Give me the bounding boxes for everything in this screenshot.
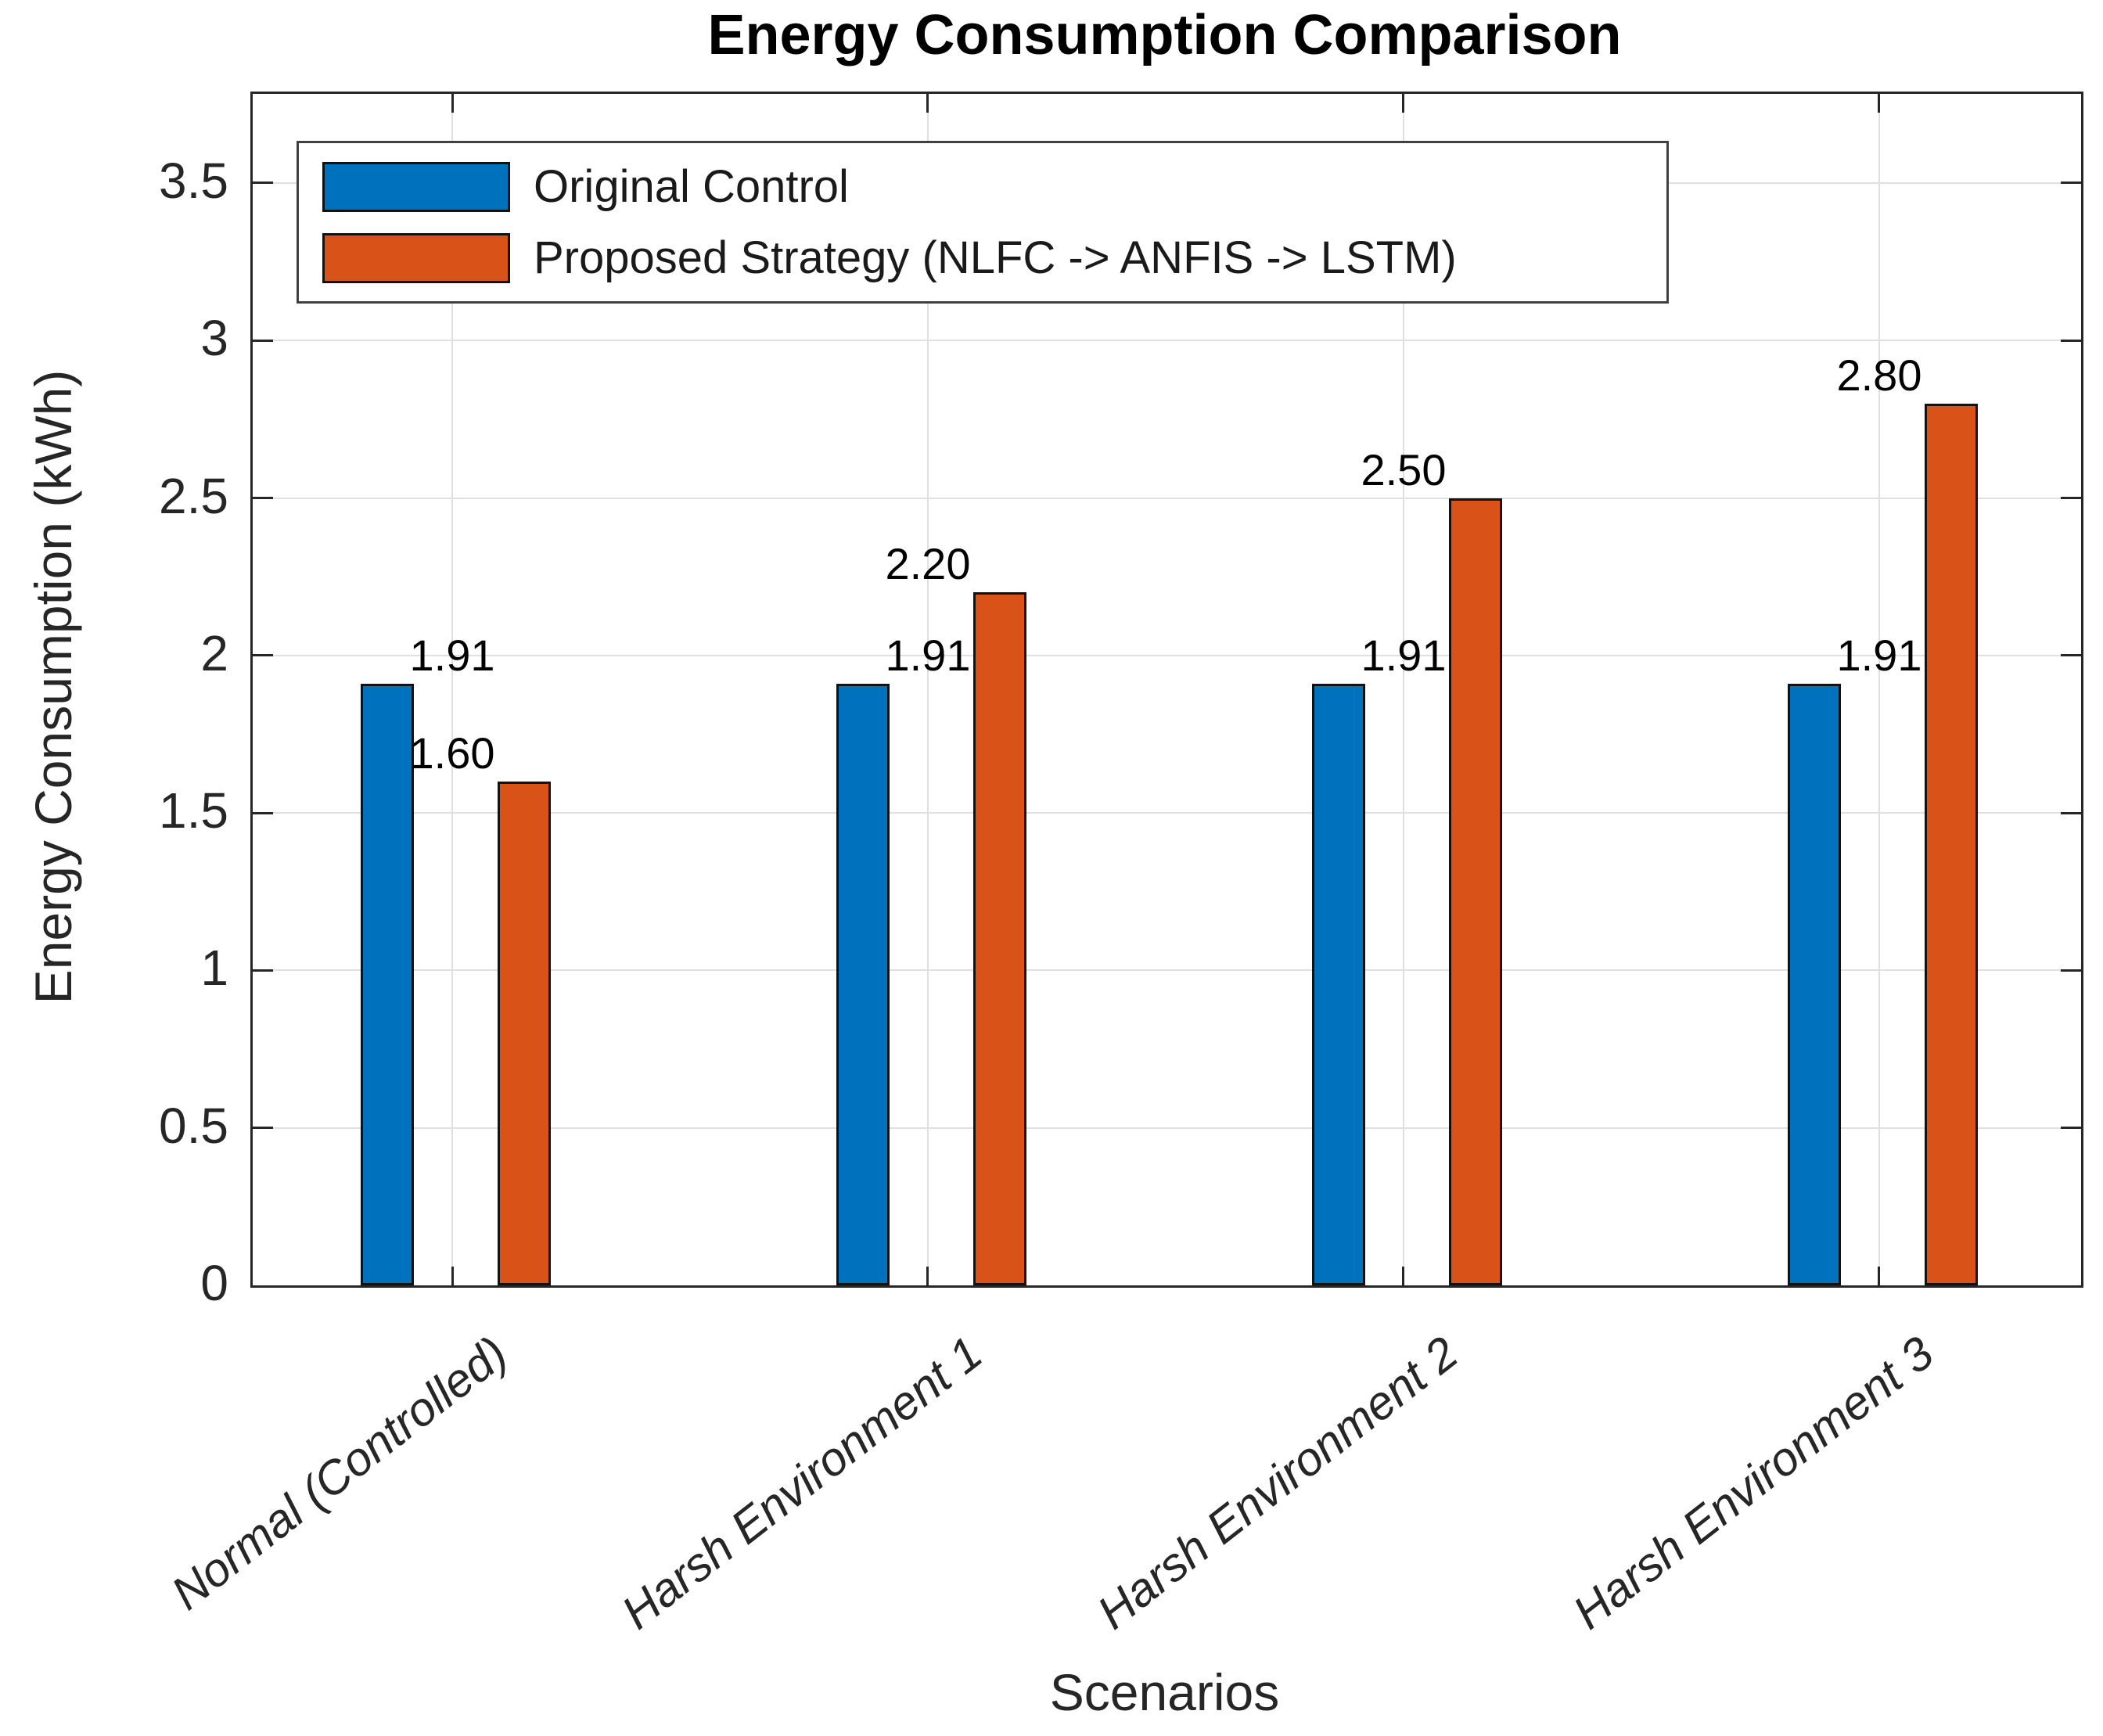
bar-value-label: 1.91 (1836, 631, 1922, 681)
y-axis-label: Energy Consumption (kWh) (24, 369, 82, 1005)
legend-row: Original Control (322, 160, 1666, 213)
y-tick-mark-left (253, 654, 273, 657)
gridline-horizontal (253, 340, 2081, 342)
y-tick-mark-right (2061, 497, 2081, 500)
legend-label: Proposed Strategy (NLFC -> ANFIS -> LSTM… (534, 232, 1457, 283)
bar-value-label: 1.91 (409, 631, 495, 681)
y-tick-mark-right (2061, 811, 2081, 814)
bar-value-label: 2.80 (1836, 350, 1922, 400)
bar-value-label: 2.50 (1361, 444, 1447, 494)
y-tick-label: 3.5 (159, 152, 228, 209)
x-tick-mark-top (1402, 94, 1405, 113)
x-tick-label: Normal (Controlled) (161, 1326, 517, 1620)
gridline-vertical (451, 94, 453, 1285)
x-tick-mark-bottom (451, 1267, 454, 1285)
y-tick-mark-right (2061, 339, 2081, 342)
bar-value-label: 2.20 (885, 539, 971, 589)
bar-original (1311, 684, 1365, 1285)
y-tick-label: 1.5 (159, 782, 228, 839)
gridline-horizontal (253, 1127, 2081, 1129)
y-tick-mark-left (253, 1127, 273, 1130)
legend-swatch-proposed-strategy (322, 232, 510, 283)
x-tick-label: Harsh Environment 1 (612, 1326, 993, 1640)
gridline-horizontal (253, 812, 2081, 814)
legend-swatch-original-control (322, 161, 510, 212)
bar-original (1787, 684, 1841, 1285)
bar-proposed (1448, 498, 1502, 1285)
chart-title: Energy Consumption Comparison (707, 4, 1622, 66)
y-tick-label: 1 (200, 940, 228, 997)
x-tick-mark-top (1878, 94, 1881, 113)
y-tick-mark-left (253, 497, 273, 500)
bar-proposed (498, 781, 551, 1285)
gridline-horizontal (253, 497, 2081, 499)
bar-value-label: 1.91 (1361, 631, 1447, 681)
bar-original (836, 684, 890, 1285)
plot-area: Original Control Proposed Strategy (NLFC… (250, 92, 2083, 1288)
x-tick-label: Harsh Environment 3 (1563, 1326, 1944, 1640)
gridline-vertical (1402, 94, 1404, 1285)
x-tick-mark-bottom (1878, 1267, 1881, 1285)
y-tick-label: 2 (200, 624, 228, 681)
y-tick-mark-left (253, 969, 273, 972)
gridline-vertical (926, 94, 929, 1285)
y-tick-mark-left (253, 339, 273, 342)
x-tick-mark-top (926, 94, 929, 113)
y-tick-mark-right (2061, 969, 2081, 972)
bar-value-label: 1.60 (409, 728, 495, 778)
x-axis-label: Scenarios (1049, 1663, 1280, 1721)
legend-row: Proposed Strategy (NLFC -> ANFIS -> LSTM… (322, 232, 1666, 284)
gridline-horizontal (253, 969, 2081, 972)
x-tick-mark-bottom (1402, 1267, 1405, 1285)
bar-original (361, 684, 414, 1285)
gridline-horizontal (253, 654, 2081, 656)
y-tick-label: 0 (200, 1255, 228, 1311)
bar-proposed (1924, 403, 1978, 1285)
legend: Original Control Proposed Strategy (NLFC… (297, 141, 1669, 304)
y-tick-label: 3 (200, 310, 228, 367)
x-tick-mark-bottom (926, 1267, 929, 1285)
x-tick-label: Harsh Environment 2 (1087, 1326, 1469, 1640)
y-tick-mark-left (253, 811, 273, 814)
bar-proposed (972, 592, 1026, 1285)
legend-label: Original Control (534, 161, 849, 212)
y-tick-label: 2.5 (159, 467, 228, 524)
gridline-vertical (1878, 94, 1880, 1285)
y-tick-mark-right (2061, 654, 2081, 657)
y-tick-mark-right (2061, 1127, 2081, 1130)
bar-value-label: 1.91 (885, 631, 971, 681)
x-tick-mark-top (451, 94, 454, 113)
y-tick-label: 0.5 (159, 1097, 228, 1154)
y-tick-mark-right (2061, 182, 2081, 185)
y-tick-mark-left (253, 182, 273, 185)
